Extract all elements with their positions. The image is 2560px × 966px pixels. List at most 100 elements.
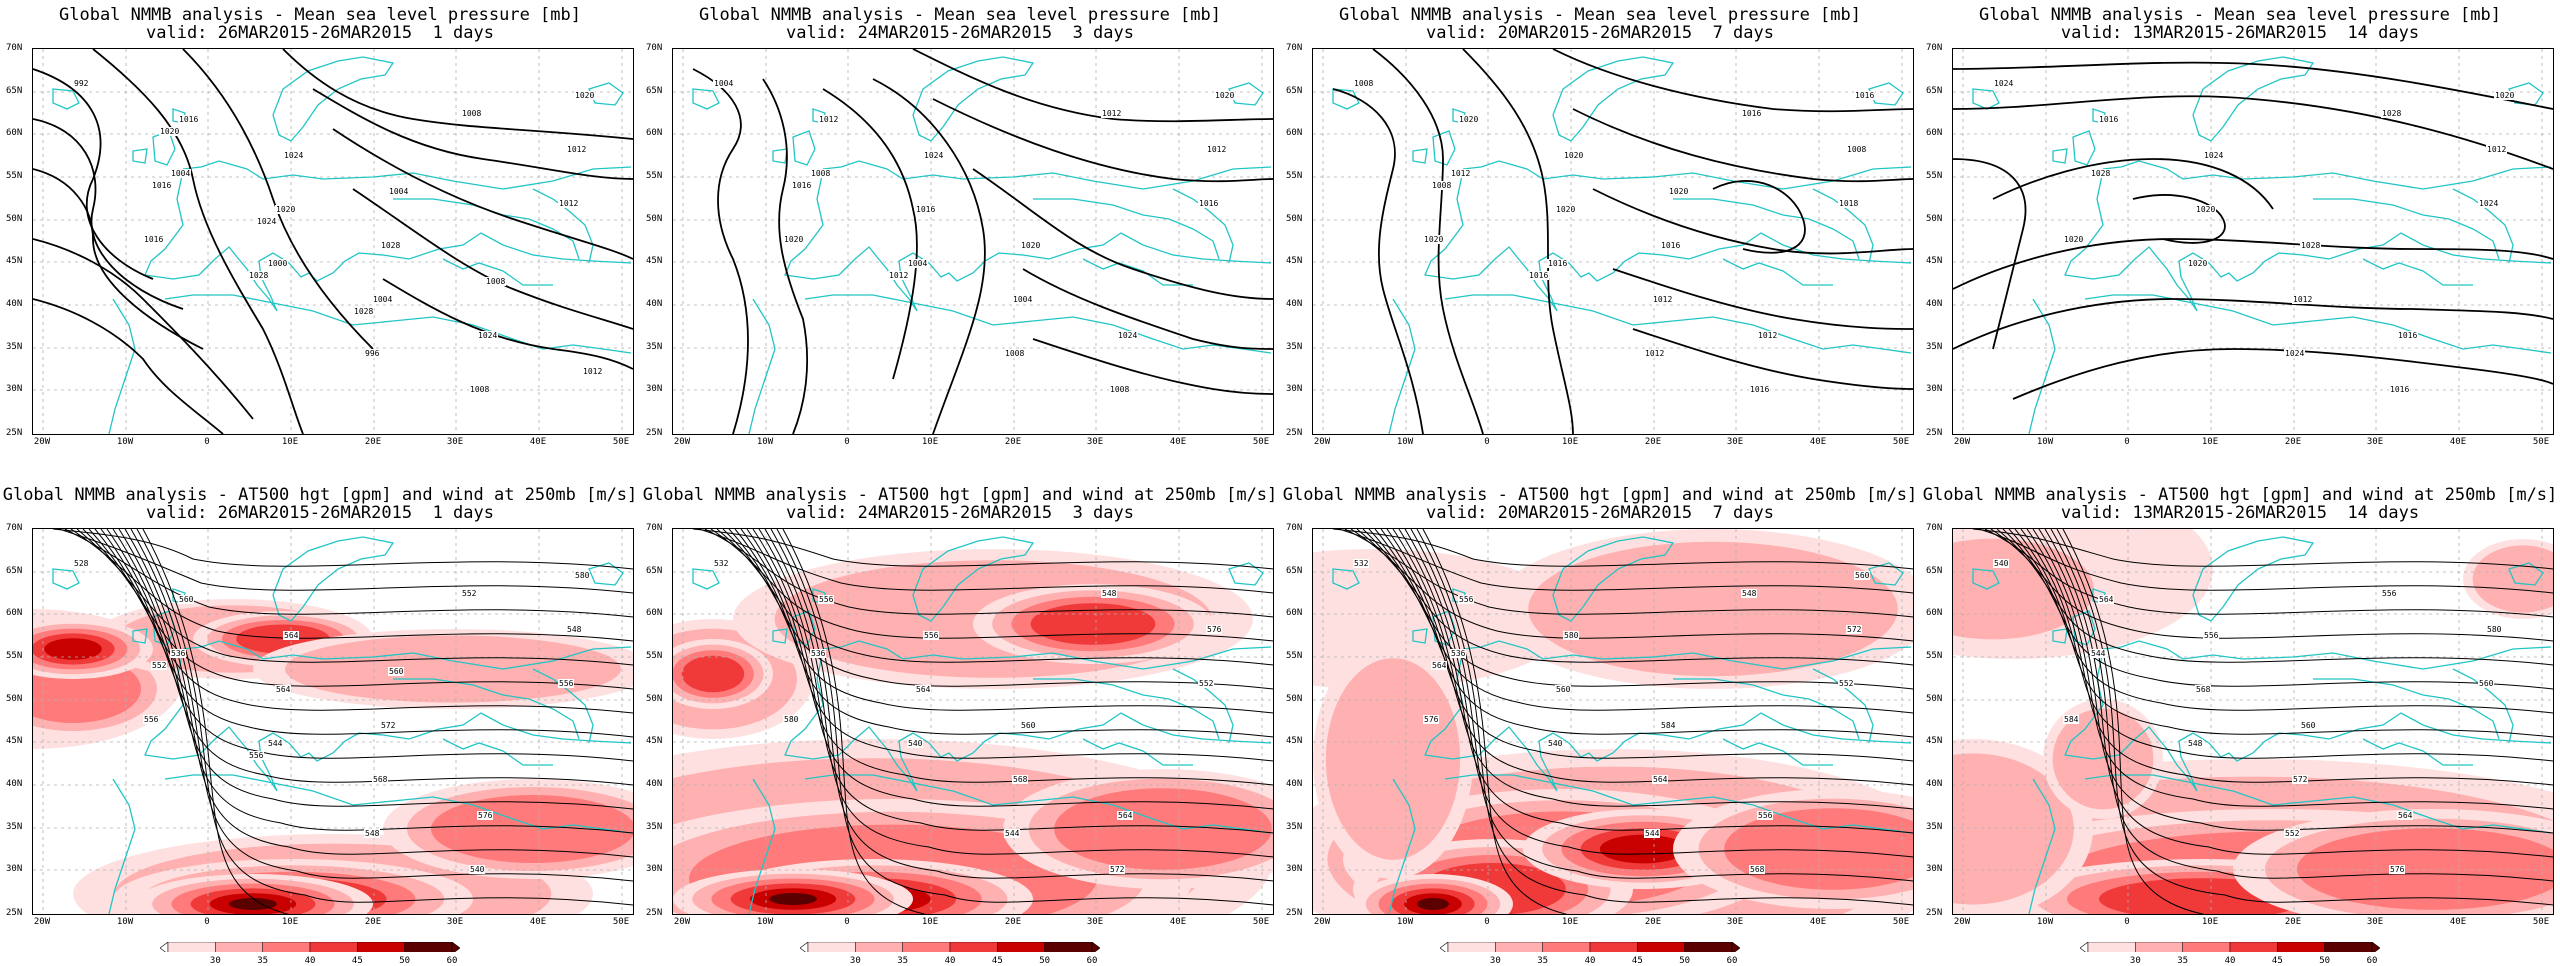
longitude-label: 0 bbox=[2124, 917, 2130, 927]
longitude-label: 10W bbox=[756, 917, 774, 927]
coastline bbox=[1228, 82, 1264, 106]
height-contour bbox=[734, 529, 1273, 738]
contour-label: 528 bbox=[73, 559, 90, 568]
longitude-label: 10E bbox=[281, 917, 299, 927]
coastline bbox=[784, 170, 1272, 312]
coastline bbox=[144, 170, 632, 312]
contour-label: 548 bbox=[2187, 739, 2204, 748]
contour-label: 556 bbox=[143, 715, 160, 724]
contour-label: 1012 bbox=[1450, 169, 1472, 178]
height-contour bbox=[2062, 529, 2206, 914]
contour-label: 1024 bbox=[477, 331, 499, 340]
height-contour bbox=[142, 529, 290, 914]
latitude-label: 35N bbox=[646, 342, 663, 352]
colorbar-segment bbox=[309, 942, 358, 952]
longitude-label: 30E bbox=[2366, 437, 2384, 447]
latitude-label: 40N bbox=[646, 299, 663, 309]
contour-label: 568 bbox=[1749, 865, 1766, 874]
latitude-label: 50N bbox=[1286, 214, 1303, 224]
contour-label: 1024 bbox=[283, 151, 305, 160]
latitude-label: 70N bbox=[6, 523, 23, 533]
coastline bbox=[1388, 298, 1416, 434]
longitude-label: 30E bbox=[446, 437, 464, 447]
latitude-label: 60N bbox=[6, 608, 23, 618]
contour-label: 996 bbox=[364, 349, 381, 358]
contour-label: 1012 bbox=[1652, 295, 1674, 304]
wind-panel: Global NMMB analysis - AT500 hgt [gpm] a… bbox=[1920, 480, 2560, 966]
map-canvas bbox=[1953, 529, 2553, 914]
contour-label: 1004 bbox=[372, 295, 394, 304]
contour-label: 1028 bbox=[353, 307, 375, 316]
contour-label: 556 bbox=[2381, 589, 2398, 598]
coastline bbox=[2052, 628, 2068, 644]
latitude-label: 30N bbox=[6, 864, 23, 874]
contour-label: 556 bbox=[248, 751, 265, 760]
coastline bbox=[1432, 610, 1456, 646]
contour-label: 1016 bbox=[2098, 115, 2120, 124]
contour-label: 560 bbox=[2300, 721, 2317, 730]
latitude-label: 70N bbox=[1286, 523, 1303, 533]
isobar bbox=[282, 49, 633, 140]
isobar bbox=[692, 68, 749, 434]
longitude-label: 20E bbox=[1644, 917, 1662, 927]
colorbar bbox=[2080, 942, 2380, 952]
coastline bbox=[52, 88, 80, 110]
longitude-label: 30E bbox=[1086, 437, 1104, 447]
colorbar bbox=[800, 942, 1100, 952]
latitude-label: 40N bbox=[1926, 299, 1943, 309]
latitude-label: 30N bbox=[1286, 864, 1303, 874]
coastline bbox=[1462, 160, 1912, 190]
contour-label: 560 bbox=[1020, 721, 1037, 730]
height-contour bbox=[764, 529, 1273, 858]
contour-label: 580 bbox=[574, 571, 591, 580]
contour-label: 552 bbox=[1198, 679, 1215, 688]
contour-label: 1016 bbox=[1749, 385, 1771, 394]
latitude-label: 35N bbox=[6, 822, 23, 832]
contour-label: 584 bbox=[1660, 721, 1677, 730]
wind-speed-shading bbox=[769, 893, 817, 905]
colorbar-segment bbox=[2182, 942, 2231, 952]
longitude-label: 30E bbox=[1726, 437, 1744, 447]
latitude-label: 30N bbox=[6, 384, 23, 394]
latitude-label: 70N bbox=[1286, 43, 1303, 53]
coastline bbox=[1462, 640, 1912, 670]
height-contour bbox=[1332, 529, 1913, 570]
contour-label: 1008 bbox=[1431, 181, 1453, 190]
colorbar-segment bbox=[2324, 942, 2373, 952]
latitude-label: 60N bbox=[1286, 128, 1303, 138]
height-contour bbox=[118, 529, 633, 834]
colorbar-segment bbox=[902, 942, 951, 952]
contour-label: 992 bbox=[73, 79, 90, 88]
wind-speed-shading bbox=[1417, 898, 1449, 910]
latitude-label: 40N bbox=[1926, 779, 1943, 789]
height-contour bbox=[1356, 529, 1913, 666]
height-contour bbox=[2044, 529, 2553, 858]
latitude-label: 25N bbox=[6, 908, 23, 918]
contour-label: 1008 bbox=[1353, 79, 1375, 88]
coastline bbox=[1722, 258, 1833, 286]
panel-valid-date: valid: 13MAR2015-26MAR2015 14 days bbox=[2060, 23, 2420, 43]
map-canvas bbox=[33, 529, 633, 914]
wind-panel: Global NMMB analysis - AT500 hgt [gpm] a… bbox=[1280, 480, 1920, 966]
colorbar-label: 45 bbox=[2271, 956, 2283, 966]
coastline bbox=[1432, 130, 1456, 166]
map-frame: 992 1004 1000 996 1008 1012 1016 1020 1004 1008 10… bbox=[32, 48, 634, 435]
coastline bbox=[2084, 294, 2552, 354]
coastline bbox=[2452, 188, 2514, 264]
panel-title: Global NMMB analysis - Mean sea level pr… bbox=[1979, 5, 2501, 25]
latitude-label: 35N bbox=[6, 342, 23, 352]
coastline bbox=[588, 82, 624, 106]
coastline bbox=[1424, 650, 1912, 792]
longitude-label: 40E bbox=[1169, 437, 1187, 447]
height-contour bbox=[1996, 529, 2553, 666]
panel-valid-date: valid: 20MAR2015-26MAR2015 7 days bbox=[1426, 503, 1774, 523]
contour-label: 1012 bbox=[1206, 145, 1228, 154]
contour-label: 540 bbox=[907, 739, 924, 748]
isobar bbox=[1992, 158, 2274, 210]
height-contour bbox=[1398, 529, 1913, 834]
contour-label: 1012 bbox=[1757, 331, 1779, 340]
coastline bbox=[132, 148, 148, 164]
longitude-label: 20E bbox=[364, 917, 382, 927]
latitude-label: 25N bbox=[6, 428, 23, 438]
contour-label: 544 bbox=[2090, 649, 2107, 658]
